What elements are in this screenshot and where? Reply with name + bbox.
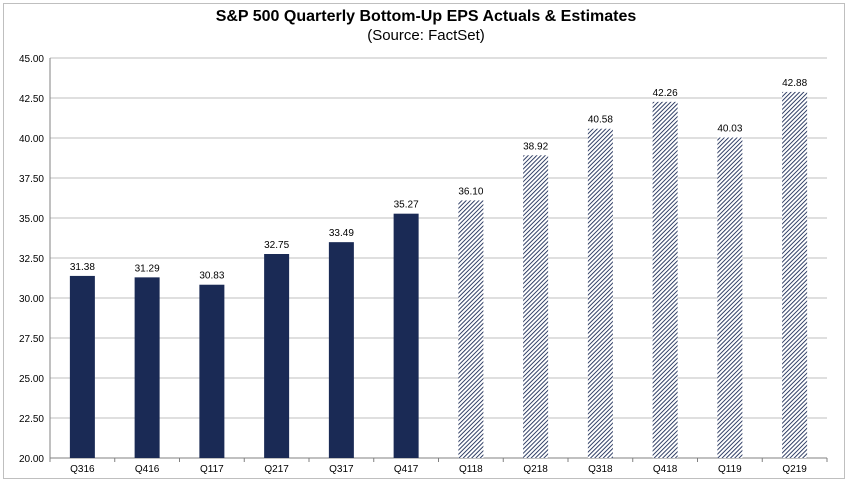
y-tick-label: 27.50 [19, 334, 44, 345]
data-label: 40.03 [717, 124, 742, 135]
y-tick-label: 42.50 [19, 94, 44, 105]
axes: 20.00 22.50 25.00 27.50 30.00 32.50 35.00 37.50… [19, 54, 828, 475]
bar-actual [69, 275, 95, 458]
y-tick-label: 25.00 [19, 374, 44, 385]
bar-estimate [652, 101, 678, 458]
chart-title: S&P 500 Quarterly Bottom-Up EPS Actuals … [215, 8, 637, 25]
data-label: 36.10 [458, 186, 483, 197]
data-label: 40.58 [588, 115, 613, 126]
data-label: 31.38 [70, 262, 95, 273]
data-label: 42.88 [782, 78, 807, 89]
y-tick-label: 35.00 [19, 214, 44, 225]
bar-actual [134, 277, 160, 458]
x-tick-label: Q117 [200, 464, 224, 475]
x-tick-label: Q417 [394, 464, 419, 475]
data-label: 42.26 [653, 88, 678, 99]
x-tick-label: Q118 [459, 464, 483, 475]
bar-actual [264, 254, 290, 458]
data-label: 38.92 [523, 141, 548, 152]
bar-estimate [717, 137, 743, 458]
y-tick-label: 45.00 [19, 54, 44, 65]
data-label: 35.27 [394, 200, 419, 211]
x-tick-label: Q217 [264, 464, 289, 475]
bar-actual [199, 284, 225, 458]
x-tick-label: Q218 [523, 464, 548, 475]
y-tick-label: 22.50 [19, 414, 44, 425]
data-label: 31.29 [135, 263, 160, 274]
bar-estimate [523, 155, 549, 458]
bar-actual [393, 213, 419, 458]
x-tick-label: Q318 [588, 464, 613, 475]
data-labels: 31.38 31.29 30.83 32.75 33.49 35.27 36.10 38.92… [70, 78, 808, 282]
y-tick-label: 32.50 [19, 254, 44, 265]
x-tick-label: Q317 [329, 464, 354, 475]
data-label: 30.83 [199, 271, 224, 282]
x-tick-label: Q316 [70, 464, 95, 475]
y-tick-label: 20.00 [19, 454, 44, 465]
x-tick-label: Q119 [718, 464, 742, 475]
y-tick-label: 37.50 [19, 174, 44, 185]
bar-estimate [458, 200, 484, 458]
bar-actual [328, 242, 354, 458]
x-tick-label: Q418 [653, 464, 678, 475]
chart-subtitle: (Source: FactSet) [367, 27, 485, 44]
y-tick-label: 30.00 [19, 294, 44, 305]
x-tick-label: Q416 [135, 464, 160, 475]
data-label: 32.75 [264, 240, 289, 251]
y-tick-label: 40.00 [19, 134, 44, 145]
gridlines [50, 57, 827, 459]
x-tick-label: Q219 [782, 464, 807, 475]
bar-estimate [587, 128, 613, 458]
bars [69, 91, 808, 459]
data-label: 33.49 [329, 228, 354, 239]
bar-estimate [782, 91, 808, 459]
